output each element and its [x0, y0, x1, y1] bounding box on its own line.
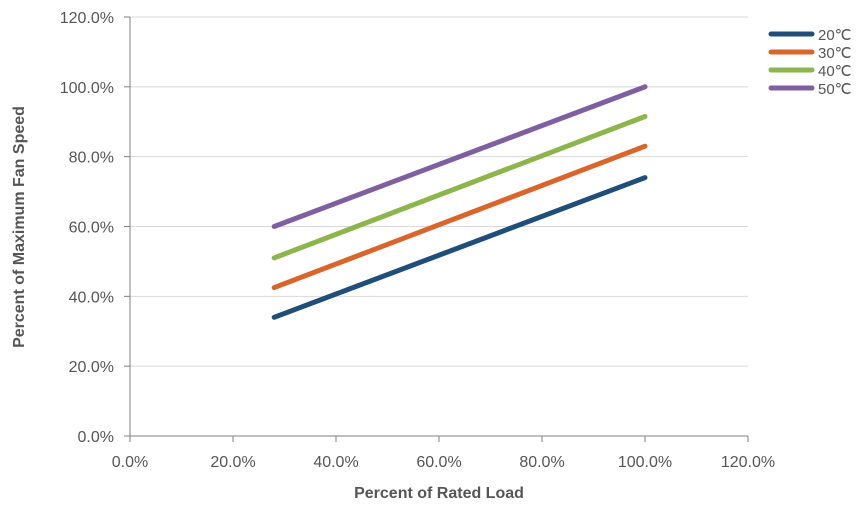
- y-tick-label: 120.0%: [60, 10, 114, 27]
- x-tick-label: 40.0%: [313, 454, 358, 471]
- series-line: [271, 143, 648, 291]
- series-line: [271, 114, 648, 261]
- legend-label: 50℃: [818, 81, 852, 98]
- legend-label: 20℃: [818, 27, 852, 44]
- y-tick-label: 60.0%: [69, 220, 114, 237]
- y-tick-labels: 0.0% 20.0% 40.0% 60.0% 80.0% 100.0% 120.0%: [60, 10, 114, 446]
- x-tick-label: 20.0%: [210, 454, 255, 471]
- gridlines: [130, 16, 748, 367]
- y-tick-label: 40.0%: [69, 289, 114, 306]
- legend-label: 40℃: [818, 63, 852, 80]
- x-tick-label: 0.0%: [112, 454, 148, 471]
- series-line: [271, 84, 648, 229]
- y-tick-label: 0.0%: [78, 429, 114, 446]
- x-tick-label: 100.0%: [618, 454, 672, 471]
- x-tick-label: 120.0%: [721, 454, 775, 471]
- y-tick-label: 80.0%: [69, 150, 114, 167]
- legend: 20℃30℃40℃50℃: [768, 27, 852, 98]
- y-tick-label: 100.0%: [60, 80, 114, 97]
- legend-label: 30℃: [818, 45, 852, 62]
- x-tick-label: 60.0%: [416, 454, 461, 471]
- x-tick-label: 80.0%: [519, 454, 564, 471]
- y-tick-label: 20.0%: [69, 359, 114, 376]
- y-axis-title: Percent of Maximum Fan Speed: [11, 106, 28, 348]
- series-line: [271, 175, 648, 320]
- axes: [124, 16, 749, 442]
- x-tick-labels: 0.0% 20.0% 40.0% 60.0% 80.0% 100.0% 120.0%: [112, 454, 775, 471]
- x-axis-title: Percent of Rated Load: [354, 485, 524, 502]
- series-lines: [271, 84, 648, 320]
